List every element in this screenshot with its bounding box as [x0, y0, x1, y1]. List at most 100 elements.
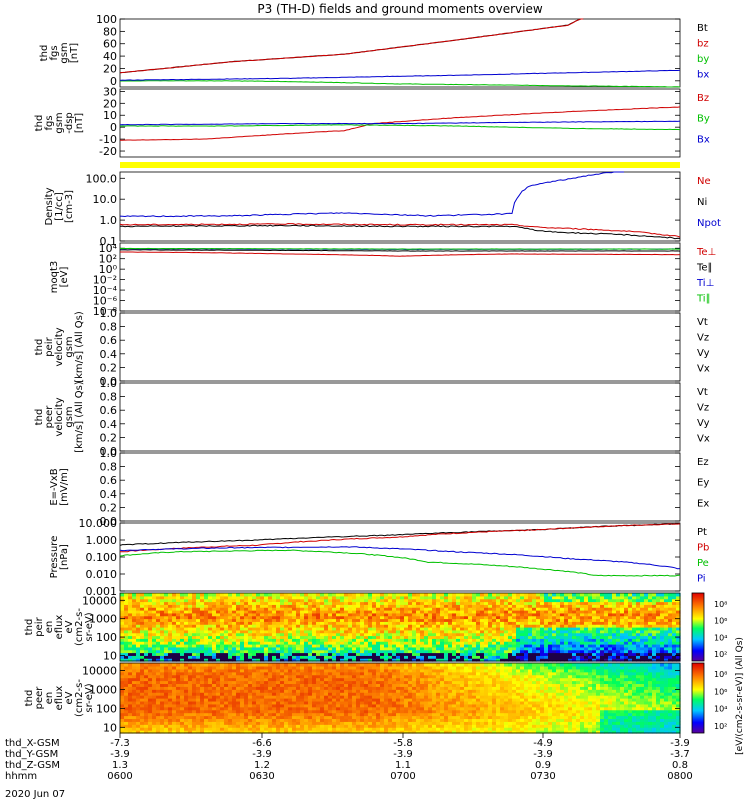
- spectrogram-cell: [184, 652, 189, 656]
- spectrogram-cell: [184, 677, 189, 682]
- spectrogram-cell: [472, 604, 477, 608]
- spectrogram-cell: [240, 607, 245, 611]
- spectrogram-cell: [208, 665, 213, 670]
- spectrogram-cell: [140, 709, 145, 714]
- spectrogram-cell: [364, 649, 369, 654]
- spectrogram-cell: [296, 646, 301, 651]
- spectrogram-cell: [304, 695, 309, 699]
- spectrogram-cell: [124, 700, 129, 705]
- spectrogram-cell: [312, 677, 317, 682]
- spectrogram-cell: [332, 718, 337, 722]
- spectrogram-cell: [300, 638, 305, 642]
- spectrogram-cell: [192, 612, 197, 617]
- y-tick-label: 10.000: [79, 517, 118, 530]
- spectrogram-cell: [564, 632, 569, 637]
- spectrogram-cell: [552, 638, 557, 642]
- spectrogram-cell: [144, 604, 149, 608]
- spectrogram-cell: [284, 635, 289, 639]
- spectrogram-cell: [472, 632, 477, 637]
- spectrogram-cell: [224, 709, 229, 714]
- spectrogram-cell: [324, 604, 329, 608]
- spectrogram-cell: [120, 689, 125, 693]
- spectrogram-cell: [244, 612, 249, 617]
- spectrogram-cell: [476, 646, 481, 651]
- spectrogram-cell: [524, 618, 529, 622]
- spectrogram-cell: [276, 649, 281, 654]
- spectrogram-cell: [540, 595, 545, 600]
- spectrogram-cell: [396, 638, 401, 642]
- spectrogram-cell: [204, 730, 209, 734]
- spectrogram-cell: [456, 638, 461, 642]
- spectrogram-cell: [284, 641, 289, 645]
- spectrogram-cell: [480, 652, 485, 656]
- spectrogram-cell: [120, 695, 125, 699]
- spectrogram-cell: [140, 658, 145, 662]
- spectrogram-cell: [516, 601, 521, 605]
- spectrogram-cell: [140, 610, 145, 614]
- spectrogram-cell: [492, 646, 497, 651]
- spectrogram-cell: [568, 601, 573, 605]
- spectrogram-cell: [584, 646, 589, 651]
- spectrogram-cell: [452, 621, 457, 625]
- spectrogram-cell: [400, 658, 405, 662]
- spectrogram-cell: [124, 658, 129, 662]
- spectrogram-cell: [616, 595, 621, 600]
- spectrogram-cell: [208, 730, 213, 734]
- spectrogram-cell: [324, 629, 329, 634]
- spectrogram-cell: [396, 612, 401, 617]
- spectrogram-cell: [124, 615, 129, 620]
- y-axis-label: gsm: [64, 336, 75, 357]
- spectrogram-cell: [144, 674, 149, 679]
- spectrogram-cell: [264, 624, 269, 628]
- y-tick-label: 40: [103, 50, 117, 63]
- spectrogram-cell: [656, 646, 661, 651]
- spectrogram-cell: [120, 715, 125, 720]
- spectrogram-cell: [176, 677, 181, 682]
- spectrogram-cell: [576, 604, 581, 608]
- spectrogram-cell: [668, 624, 673, 628]
- spectrogram-cell: [244, 715, 249, 720]
- spectrogram-cell: [252, 658, 257, 662]
- spectrogram-cell: [660, 593, 665, 597]
- spectrogram-cell: [512, 618, 517, 622]
- spectrogram-cell: [516, 638, 521, 642]
- spectrogram-cell: [588, 649, 593, 654]
- spectrogram-cell: [296, 627, 301, 631]
- spectrogram-cell: [556, 593, 561, 597]
- spectrogram-cell: [664, 627, 669, 631]
- spectrogram-cell: [424, 607, 429, 611]
- y-tick-label: 100.0: [86, 172, 118, 185]
- spectrogram-cell: [244, 601, 249, 605]
- spectrogram-cell: [616, 649, 621, 654]
- spectrogram-cell: [632, 607, 637, 611]
- spectrogram-cell: [368, 612, 373, 617]
- spectrogram-cell: [168, 706, 173, 711]
- spectrogram-cell: [144, 641, 149, 645]
- spectrogram-cell: [432, 607, 437, 611]
- spectrogram-cell: [236, 712, 241, 717]
- spectrogram-cell: [672, 655, 677, 659]
- spectrogram-cell: [232, 663, 237, 667]
- spectrogram-cell: [124, 641, 129, 645]
- y-tick-label: 0.4: [100, 348, 118, 361]
- spectrogram-cell: [256, 627, 261, 631]
- spectrogram-cell: [324, 683, 329, 687]
- spectrogram-cell: [384, 652, 389, 656]
- spectrogram-cell: [632, 624, 637, 628]
- spectrogram-cell: [180, 721, 185, 725]
- spectrogram-cell: [372, 652, 377, 656]
- spectrogram-cell: [272, 730, 277, 734]
- spectrogram-cell: [240, 610, 245, 614]
- spectrogram-cell: [416, 607, 421, 611]
- spectrogram-cell: [176, 646, 181, 651]
- spectrogram-cell: [616, 610, 621, 614]
- spectrogram-cell: [308, 652, 313, 656]
- spectrogram-cell: [460, 621, 465, 625]
- spectrogram-cell: [464, 607, 469, 611]
- spectrogram-cell: [360, 612, 365, 617]
- spectrogram-cell: [360, 629, 365, 634]
- spectrogram-cell: [168, 724, 173, 728]
- spectrogram-cell: [672, 646, 677, 651]
- spectrogram-cell: [148, 692, 153, 696]
- spectrogram-cell: [152, 700, 157, 705]
